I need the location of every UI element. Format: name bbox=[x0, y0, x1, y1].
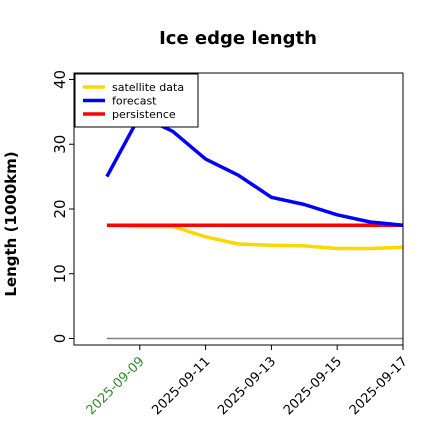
y-tick-label: 10 bbox=[51, 264, 69, 283]
y-axis-label: Length (1000km) bbox=[2, 151, 20, 296]
y-tick-label: 30 bbox=[51, 135, 69, 154]
legend-label-persistence: persistence bbox=[112, 108, 176, 121]
y-tick-label: 0 bbox=[51, 334, 69, 344]
legend-label-satellite-data: satellite data bbox=[112, 81, 184, 94]
y-tick-label: 20 bbox=[51, 199, 69, 218]
legend-label-forecast: forecast bbox=[112, 95, 157, 108]
y-tick-label: 40 bbox=[51, 70, 69, 89]
x-tick-label: 2025-09-17 bbox=[347, 354, 411, 418]
x-tick-label: 2025-09-09 bbox=[84, 354, 148, 418]
series-line-forecast bbox=[105, 113, 404, 227]
x-tick-label: 2025-09-13 bbox=[215, 354, 279, 418]
series-line-satellite-data bbox=[106, 223, 404, 251]
chart-title: Ice edge length bbox=[159, 28, 317, 49]
x-tick-label: 2025-09-15 bbox=[281, 354, 345, 418]
x-tick-label: 2025-09-11 bbox=[149, 354, 213, 418]
